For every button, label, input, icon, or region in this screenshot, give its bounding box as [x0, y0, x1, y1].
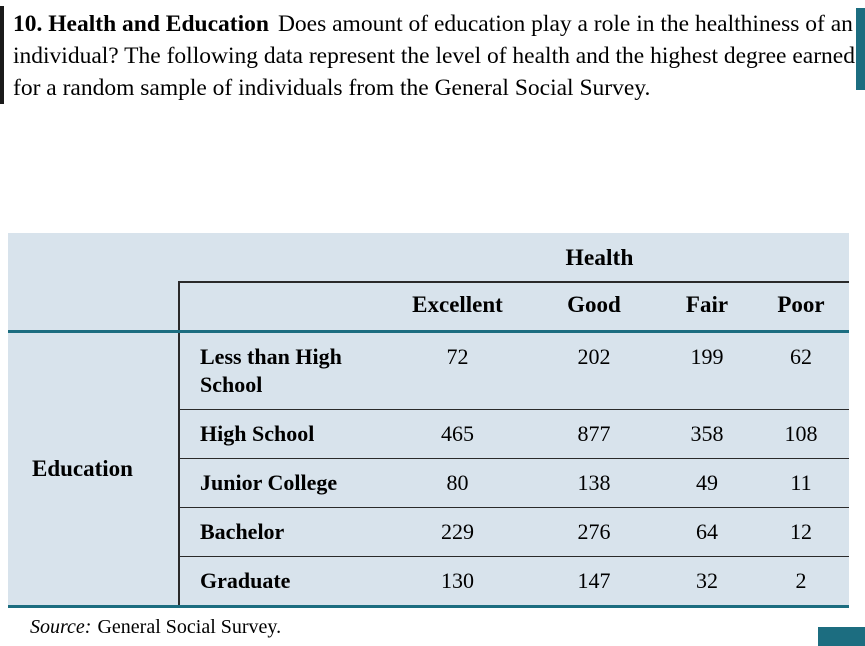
cell-value: 80 — [446, 470, 469, 495]
cell-value: 108 — [784, 421, 818, 446]
row-label: Bachelor — [200, 519, 285, 544]
cell-value: 358 — [690, 421, 724, 446]
row-label: Junior College — [200, 470, 338, 495]
row-label: High School — [200, 421, 315, 446]
cell-value: 2 — [795, 568, 807, 593]
data-table: Health Excellent Good Fair Poor Educatio… — [8, 233, 849, 608]
table-header-section: Excellent Good Fair Poor — [8, 281, 849, 330]
header-row: Excellent Good Fair Poor — [178, 281, 849, 330]
row-label: Less than High School — [200, 344, 342, 397]
row-group-gutter: Education — [8, 333, 178, 605]
cell-value: 11 — [790, 470, 812, 495]
column-header-excellent: Excellent — [412, 292, 503, 317]
source-prefix: Source: — [30, 616, 92, 638]
table-row: Junior College 80 138 49 11 — [180, 459, 849, 508]
cell-value: 72 — [446, 344, 469, 369]
cell-value: 229 — [441, 519, 474, 544]
cell-value: 147 — [577, 568, 611, 593]
column-header-poor: Poor — [777, 292, 825, 317]
cell-value: 465 — [441, 421, 474, 446]
table-row: Less than High School 72 202 199 62 — [180, 333, 849, 410]
table-row: Graduate 130 147 32 2 — [180, 557, 849, 605]
row-label: Graduate — [200, 568, 291, 593]
cell-value: 130 — [441, 568, 474, 593]
table-row: High School 465 877 358 108 — [180, 410, 849, 459]
header-divider-rule — [8, 330, 849, 333]
cell-value: 276 — [577, 519, 611, 544]
table-body-section: Education Less than High School 72 202 1… — [8, 333, 849, 605]
cell-value: 64 — [696, 519, 718, 544]
problem-margin-rule — [0, 6, 4, 104]
header-label-spacer — [180, 283, 385, 330]
cell-value: 49 — [696, 470, 718, 495]
problem-number: 10. — [13, 11, 43, 37]
row-group-label: Education — [32, 456, 133, 481]
source-citation: Source: General Social Survey. — [30, 616, 281, 639]
table-body: Less than High School 72 202 199 62 High… — [178, 333, 849, 605]
source-text: General Social Survey. — [97, 616, 282, 638]
cell-value: 12 — [790, 519, 812, 544]
page-edge-artifact-bottom — [818, 627, 865, 646]
cell-value: 202 — [577, 344, 611, 369]
cell-value: 138 — [577, 470, 611, 495]
problem-title: Health and Education — [48, 11, 269, 37]
cell-value: 32 — [696, 568, 718, 593]
cell-value: 199 — [690, 344, 724, 369]
table-row: Bachelor 229 276 64 12 — [180, 508, 849, 557]
problem-body: Does amount of education play a role in … — [13, 11, 855, 101]
problem-statement: 10. Health and Education Does amount of e… — [13, 8, 858, 104]
column-group-label: Health — [565, 245, 634, 271]
column-header-good: Good — [567, 292, 621, 317]
page-edge-artifact-top — [856, 8, 865, 90]
cell-value: 877 — [577, 421, 611, 446]
header-gutter — [8, 281, 178, 330]
cell-value: 62 — [790, 344, 812, 369]
column-header-fair: Fair — [685, 292, 729, 317]
table-bottom-rule — [8, 605, 849, 608]
